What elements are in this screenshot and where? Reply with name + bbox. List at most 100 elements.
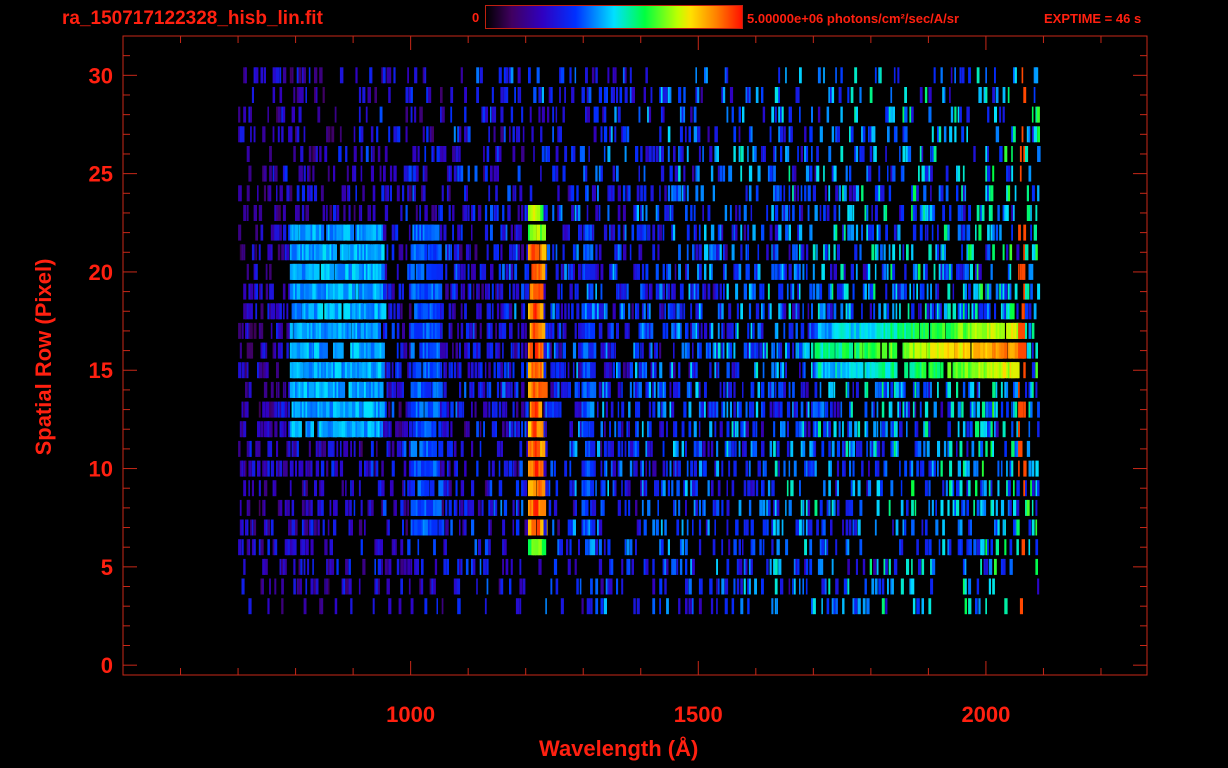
heatmap-cell xyxy=(610,87,614,103)
heatmap-cell xyxy=(257,460,261,477)
heatmap-cell xyxy=(969,401,972,418)
heatmap-cell xyxy=(488,362,491,379)
heatmap-cell xyxy=(640,460,643,477)
heatmap-cell xyxy=(419,401,424,418)
heatmap-cell xyxy=(251,519,254,536)
heatmap-cell xyxy=(350,499,352,516)
heatmap-cell xyxy=(757,381,761,398)
heatmap-cell xyxy=(855,558,858,575)
heatmap-cell xyxy=(957,224,961,241)
heatmap-cell xyxy=(788,578,791,595)
heatmap-cell xyxy=(912,598,916,615)
heatmap-cell xyxy=(553,460,556,477)
heatmap-cell xyxy=(859,440,863,457)
heatmap-cell xyxy=(364,519,366,536)
heatmap-cell xyxy=(414,106,417,123)
heatmap-cell xyxy=(369,460,372,477)
heatmap-cell xyxy=(488,539,491,556)
heatmap-cell xyxy=(500,106,504,123)
heatmap-cell xyxy=(391,362,394,379)
heatmap-cell xyxy=(1016,440,1019,457)
heatmap-cell xyxy=(1006,244,1009,261)
heatmap-cell xyxy=(641,362,645,379)
heatmap-cell xyxy=(866,480,870,497)
heatmap-cell xyxy=(976,539,981,556)
heatmap-cell xyxy=(402,440,405,457)
heatmap-cell xyxy=(631,303,634,320)
heatmap-cell xyxy=(320,185,324,202)
heatmap-cell xyxy=(562,165,566,182)
heatmap-cell xyxy=(864,401,868,418)
heatmap-cell xyxy=(578,322,581,339)
heatmap-cell xyxy=(845,322,851,339)
heatmap-cell xyxy=(742,421,746,438)
heatmap-cell xyxy=(541,381,548,398)
heatmap-cell xyxy=(417,460,424,477)
heatmap-cell xyxy=(543,362,547,379)
heatmap-cell xyxy=(524,480,528,497)
heatmap-cell xyxy=(484,165,488,182)
heatmap-cell xyxy=(969,539,972,556)
heatmap-cell xyxy=(876,224,880,241)
heatmap-cell xyxy=(310,539,314,556)
heatmap-cell xyxy=(762,480,765,497)
heatmap-cell xyxy=(509,244,513,261)
heatmap-cell xyxy=(897,224,901,241)
heatmap-cell xyxy=(581,460,585,477)
heatmap-cell xyxy=(362,558,366,575)
heatmap-cell xyxy=(433,539,436,556)
heatmap-cell xyxy=(980,558,982,575)
heatmap-cell xyxy=(702,283,705,300)
heatmap-cell xyxy=(738,440,741,457)
heatmap-cell xyxy=(459,165,463,182)
heatmap-cell xyxy=(314,146,317,162)
heatmap-cell xyxy=(804,146,808,162)
heatmap-cell xyxy=(339,460,344,477)
heatmap-cell xyxy=(564,87,566,103)
heatmap-cell xyxy=(698,578,701,595)
heatmap-cell xyxy=(560,598,564,615)
heatmap-cell xyxy=(890,401,893,418)
heatmap-cell xyxy=(298,67,302,84)
heatmap-cell xyxy=(850,440,854,457)
heatmap-cell xyxy=(817,362,823,379)
heatmap-cell xyxy=(966,480,970,497)
heatmap-cell xyxy=(1007,263,1010,280)
heatmap-cell xyxy=(484,480,488,497)
heatmap-cell xyxy=(243,421,247,438)
heatmap-cell xyxy=(767,499,771,516)
heatmap-cell xyxy=(780,421,783,438)
heatmap-cell xyxy=(799,67,802,84)
heatmap-cell xyxy=(828,87,831,103)
heatmap-cell xyxy=(243,460,246,477)
heatmap-cell xyxy=(645,558,649,575)
heatmap-cell xyxy=(388,558,392,575)
heatmap-cell xyxy=(250,106,252,123)
heatmap-cell xyxy=(1031,322,1035,339)
heatmap-cell xyxy=(572,440,576,457)
heatmap-cell xyxy=(293,558,296,575)
heatmap-cell xyxy=(301,519,305,536)
heatmap-cell xyxy=(733,460,737,477)
heatmap-cell xyxy=(807,401,810,418)
heatmap-cell xyxy=(509,460,513,477)
heatmap-cell xyxy=(519,224,522,241)
heatmap-cell xyxy=(743,342,747,359)
heatmap-cell xyxy=(571,440,575,457)
heatmap-cell xyxy=(276,224,280,241)
heatmap-cell xyxy=(876,440,880,457)
heatmap-cell xyxy=(585,342,589,359)
heatmap-cell xyxy=(566,539,569,556)
heatmap-cell xyxy=(607,322,611,339)
heatmap-cell xyxy=(643,303,646,320)
heatmap-cell xyxy=(422,67,426,84)
heatmap-cell xyxy=(374,578,378,595)
heatmap-cell xyxy=(959,480,963,497)
heatmap-cell xyxy=(457,244,460,261)
heatmap-cell xyxy=(296,578,300,595)
heatmap-cell xyxy=(835,578,839,595)
heatmap-cell xyxy=(1033,244,1037,261)
heatmap-cell xyxy=(1031,381,1034,398)
heatmap-cell xyxy=(667,480,670,497)
heatmap-cell xyxy=(954,499,957,516)
